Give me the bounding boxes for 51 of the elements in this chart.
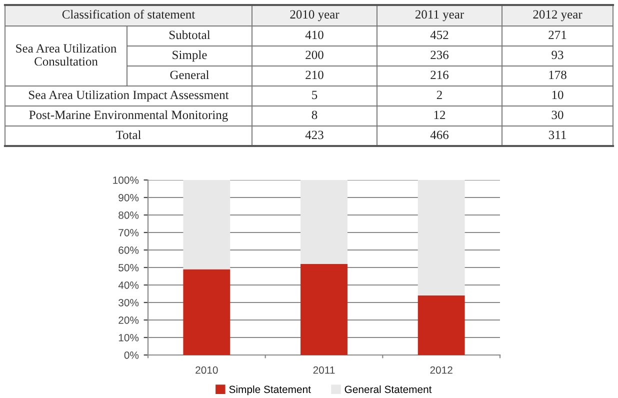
legend-label: Simple Statement: [229, 385, 311, 396]
text: 12: [434, 110, 446, 120]
y-tick-label: 100%: [113, 176, 139, 184]
y-tick-label: 0%: [124, 352, 139, 359]
y-tick-label: 40%: [118, 282, 139, 289]
x-tick-label: 2010: [196, 366, 218, 374]
x-tick-label: 2011: [313, 366, 335, 374]
text: 311: [548, 130, 566, 140]
text: 2010 year: [290, 10, 340, 22]
text: 452: [430, 30, 448, 40]
y-tick-label: 80%: [118, 212, 139, 219]
text: 2012 year: [533, 10, 582, 22]
text: Total: [116, 130, 141, 140]
text: Classification of statement: [62, 10, 196, 19]
text: 466: [430, 130, 448, 140]
text: 10: [552, 90, 564, 100]
y-tick-label: 20%: [118, 316, 139, 324]
bar: [300, 180, 348, 264]
text: 236: [430, 50, 448, 60]
text: 410: [305, 30, 324, 40]
text: Sea Area Utilization Consultation: [16, 44, 116, 66]
text: Subtotal: [170, 30, 210, 40]
text: Sea Area Utilization Impact Assessment: [29, 90, 229, 102]
text: 178: [549, 70, 566, 80]
bar: [418, 296, 465, 355]
text: 2: [436, 90, 442, 100]
bar: [183, 180, 230, 270]
bar: [183, 269, 230, 355]
text: 2011 year: [415, 10, 464, 22]
text: 5: [312, 90, 318, 100]
y-tick-label: 70%: [118, 229, 139, 236]
x-tick-label: 2012: [430, 366, 452, 374]
text: 30: [552, 110, 564, 120]
y-tick-label: 60%: [118, 246, 139, 254]
text: 216: [430, 70, 448, 80]
y-tick-label: 90%: [118, 194, 139, 202]
bar: [300, 264, 348, 355]
text: 200: [306, 50, 324, 60]
bar: [418, 180, 465, 296]
text: 8: [312, 110, 318, 120]
text: Simple: [172, 50, 207, 62]
text: 271: [548, 30, 566, 40]
text: 210: [306, 70, 324, 80]
legend-label: General Statement: [344, 385, 432, 394]
text: Post-Marine Environmental Monitoring: [29, 110, 228, 122]
y-tick-label: 50%: [118, 264, 139, 272]
text: 93: [552, 50, 564, 60]
y-tick-label: 30%: [118, 299, 139, 306]
text: 423: [305, 130, 324, 140]
y-tick-label: 10%: [118, 334, 139, 342]
text: General: [170, 70, 210, 80]
